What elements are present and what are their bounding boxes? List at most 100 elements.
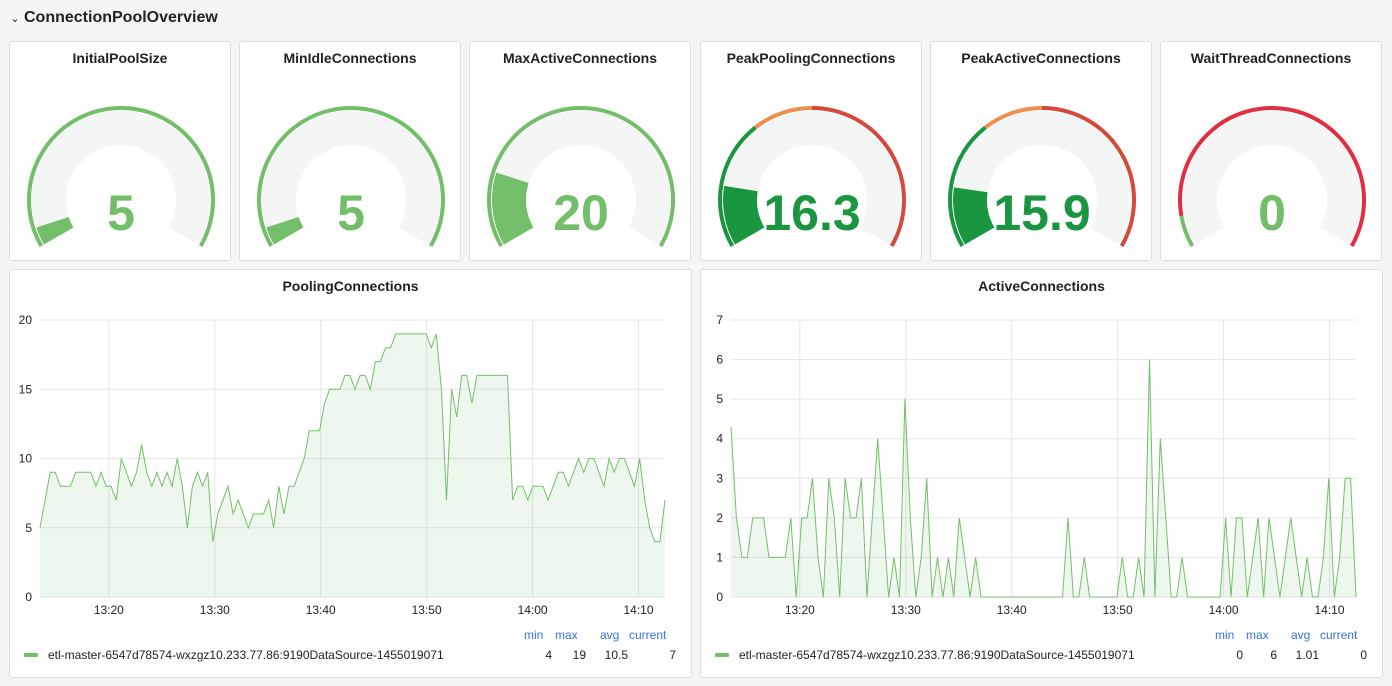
gauge-svg: 16.3 bbox=[718, 106, 906, 247]
x-tick-label: 13:30 bbox=[200, 603, 230, 617]
legend-value-min: 4 bbox=[545, 648, 552, 662]
x-tick-label: 13:30 bbox=[891, 603, 921, 617]
y-tick-label: 5 bbox=[25, 521, 32, 535]
graph-svg: 0 5 10 15 20 13:20 13:30 13:40 13:50 14:00 14:10 bbox=[19, 313, 666, 617]
x-tick-label: 13:50 bbox=[1103, 603, 1133, 617]
graph-svg: 0 1 2 3 4 5 6 7 13:20 13:30 13:40 13:50 14:00 14:10 bbox=[716, 313, 1357, 617]
gauge-track bbox=[1183, 111, 1361, 245]
panel-title: InitialPoolSize bbox=[72, 50, 168, 66]
gauge-threshold-arc bbox=[487, 106, 675, 247]
x-tick-label: 13:40 bbox=[997, 603, 1027, 617]
x-tick-label: 14:00 bbox=[518, 603, 548, 617]
gauge-value: 20 bbox=[553, 185, 609, 241]
legend-header-avg[interactable]: avg bbox=[1291, 628, 1311, 642]
legend-series[interactable]: etl-master-6547d78574-wxzgz10.233.77.86:… bbox=[24, 648, 444, 662]
series-area bbox=[40, 333, 665, 597]
gauge-svg: 15.9 bbox=[948, 106, 1136, 247]
legend-header-max[interactable]: max bbox=[1246, 628, 1269, 642]
gauge-svg: 5 bbox=[257, 106, 445, 247]
legend-value-avg: 10.5 bbox=[604, 648, 628, 662]
gauge-value-arc bbox=[492, 172, 534, 245]
panel-title: PeakActiveConnections bbox=[961, 50, 1121, 66]
series-color-swatch[interactable] bbox=[24, 653, 38, 657]
series-line bbox=[730, 359, 1357, 598]
legend-value-current: 7 bbox=[669, 648, 676, 662]
gauge-panel-peak-active-connections[interactable]: PeakActiveConnections 15.9 bbox=[930, 41, 1152, 261]
gauge-value-arc bbox=[723, 185, 765, 245]
series-line bbox=[39, 333, 666, 543]
gauge-value-arc bbox=[953, 187, 995, 245]
legend-series-name: etl-master-6547d78574-wxzgz10.233.77.86:… bbox=[739, 648, 1135, 662]
gauge-value-arc bbox=[36, 216, 74, 245]
gauge-threshold-green bbox=[718, 125, 757, 247]
legend-header-max[interactable]: max bbox=[555, 628, 578, 642]
gauge-panel-min-idle-connections[interactable]: MinIdleConnections 5 bbox=[239, 41, 461, 261]
panel-title: MaxActiveConnections bbox=[502, 50, 658, 66]
row-title: ConnectionPoolOverview bbox=[24, 9, 218, 26]
gauge-value: 15.9 bbox=[993, 185, 1090, 241]
legend-header-current[interactable]: current bbox=[1320, 628, 1358, 642]
panel-title: PeakPoolingConnections bbox=[726, 50, 896, 66]
graph-panel-active-connections[interactable]: ActiveConnections min max avg current et… bbox=[700, 269, 1383, 678]
legend-value-min: 0 bbox=[1236, 648, 1243, 662]
legend-series-name: etl-master-6547d78574-wxzgz10.233.77.86:… bbox=[48, 648, 444, 662]
y-tick-label: 2 bbox=[716, 511, 723, 525]
y-tick-label: 10 bbox=[19, 452, 33, 466]
legend-value-current: 0 bbox=[1360, 648, 1367, 662]
chevron-down-icon: ⌄ bbox=[10, 12, 20, 25]
y-tick-label: 5 bbox=[716, 392, 723, 406]
series-area bbox=[731, 359, 1356, 597]
y-tick-label: 7 bbox=[716, 313, 723, 327]
x-tick-label: 13:50 bbox=[412, 603, 442, 617]
gauge-svg: 0 bbox=[1178, 106, 1366, 247]
gauge-panel-wait-thread-connections[interactable]: WaitThreadConnections 0 bbox=[1160, 41, 1382, 261]
panel-title: ActiveConnections bbox=[978, 278, 1105, 294]
gauge-threshold-red bbox=[811, 106, 906, 247]
legend-header-min[interactable]: min bbox=[1215, 628, 1235, 642]
series-color-swatch[interactable] bbox=[715, 653, 729, 657]
gauge-value: 5 bbox=[107, 185, 135, 241]
legend-value-avg: 1.01 bbox=[1295, 648, 1319, 662]
graph-panel-pooling-connections[interactable]: PoolingConnections min max avg current e… bbox=[9, 269, 692, 678]
gauge-panel-peak-pooling-connections[interactable]: PeakPoolingConnections 16.3 bbox=[700, 41, 922, 261]
legend-header-min[interactable]: min bbox=[524, 628, 544, 642]
y-tick-label: 15 bbox=[19, 382, 33, 396]
legend-value-max: 6 bbox=[1270, 648, 1277, 662]
legend-value-max: 19 bbox=[572, 648, 586, 662]
panel-title: MinIdleConnections bbox=[283, 50, 417, 66]
legend-series[interactable]: etl-master-6547d78574-wxzgz10.233.77.86:… bbox=[715, 648, 1135, 662]
gauge-threshold-arc bbox=[257, 106, 445, 247]
gauge-track bbox=[32, 111, 210, 245]
gauge-threshold-orange bbox=[754, 106, 813, 130]
legend-header-avg[interactable]: avg bbox=[600, 628, 620, 642]
gauge-threshold-red bbox=[1041, 106, 1136, 247]
y-tick-label: 1 bbox=[716, 550, 723, 564]
gauge-threshold-arc bbox=[27, 106, 215, 247]
gauge-panel-max-active-connections[interactable]: MaxActiveConnections 20 bbox=[469, 41, 691, 261]
panel-title: WaitThreadConnections bbox=[1190, 50, 1352, 66]
gauge-threshold-green bbox=[1179, 215, 1195, 247]
x-tick-label: 14:10 bbox=[624, 603, 654, 617]
y-tick-label: 0 bbox=[716, 590, 723, 604]
gauge-svg: 20 bbox=[487, 106, 675, 247]
y-tick-label: 0 bbox=[25, 590, 32, 604]
row-header-connection-pool-overview[interactable]: ⌄ ConnectionPoolOverview bbox=[10, 6, 218, 30]
y-tick-label: 3 bbox=[716, 471, 723, 485]
gauge-threshold-orange bbox=[984, 106, 1043, 130]
y-tick-label: 20 bbox=[19, 313, 33, 327]
x-tick-label: 13:40 bbox=[306, 603, 336, 617]
y-tick-label: 6 bbox=[716, 353, 723, 367]
gauge-value: 16.3 bbox=[763, 185, 860, 241]
gauge-threshold-green bbox=[948, 125, 987, 247]
x-tick-label: 14:10 bbox=[1315, 603, 1345, 617]
panel-title: PoolingConnections bbox=[282, 278, 419, 294]
y-tick-label: 4 bbox=[716, 432, 723, 446]
x-tick-label: 13:20 bbox=[785, 603, 815, 617]
gauge-svg: 5 bbox=[27, 106, 215, 247]
gauge-panel-initial-pool-size[interactable]: InitialPoolSize 5 bbox=[9, 41, 231, 261]
gauge-value-arc bbox=[266, 216, 304, 245]
legend-header-current[interactable]: current bbox=[629, 628, 667, 642]
gauge-track bbox=[262, 111, 440, 245]
gauge-value: 0 bbox=[1258, 185, 1286, 241]
x-tick-label: 14:00 bbox=[1209, 603, 1239, 617]
